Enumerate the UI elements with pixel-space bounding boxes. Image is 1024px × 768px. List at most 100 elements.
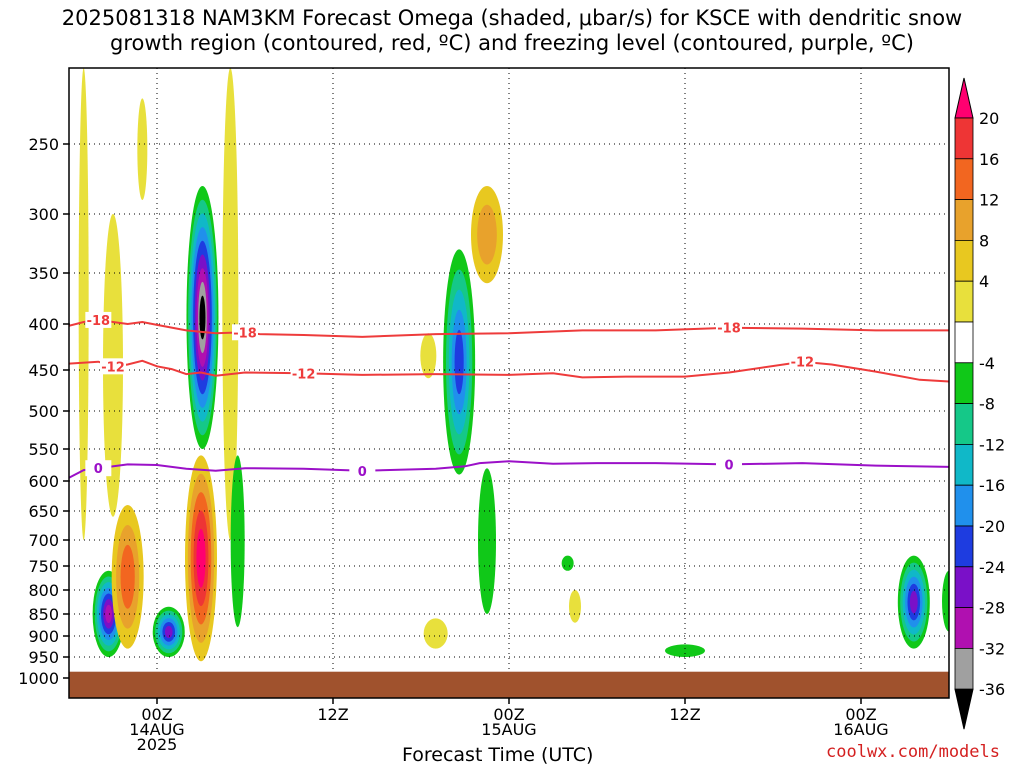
y-tick-label-750: 750 [28, 557, 59, 576]
colorbar-label: -36 [979, 680, 1005, 699]
colorbar-segment-9 [954, 484, 974, 527]
y-tick-label-300: 300 [28, 205, 59, 224]
y-tick-label-700: 700 [28, 531, 59, 550]
colorbar-bottom-arrow [954, 688, 974, 730]
x-axis-label: Forecast Time (UTC) [402, 744, 594, 766]
x-tick-year: 2025 [137, 735, 178, 754]
contour-label-bg [716, 456, 742, 473]
chart-title: 2025081318 NAM3KM Forecast Omega (shaded… [0, 6, 1024, 56]
y-tick-label-900: 900 [28, 627, 59, 646]
omega-band-6 [478, 468, 496, 614]
colorbar-segment-4 [954, 280, 974, 323]
upward-core-d-band [454, 329, 464, 395]
colorbar-label: 16 [979, 150, 999, 169]
y-axis-pressure: 250 300 350 400 450 500 550 600 650 700 750 800 850 9… [18, 135, 69, 688]
upward-core-a-band [105, 604, 112, 623]
contour-label--18: -18 [233, 326, 257, 341]
colorbar-label: -20 [979, 517, 1005, 536]
colorbar-label: -12 [979, 435, 1005, 454]
x-tick-date: 14AUG [129, 720, 184, 739]
omega-shading [78, 68, 949, 662]
omega-band-7 [561, 555, 574, 571]
colorbar-top-arrow [954, 77, 974, 119]
downward-core-b-band [120, 544, 135, 609]
contour-label-0: 0 [724, 458, 733, 473]
title-line-1: 2025081318 NAM3KM Forecast Omega (shaded… [61, 6, 963, 30]
plot-area: -18 -18 -18 -12 -12 -12 0 0 0 [69, 68, 949, 698]
colorbar-label: -24 [979, 558, 1005, 577]
temperature-contours: -18 -18 -18 -12 -12 -12 0 0 0 [69, 311, 949, 480]
colorbar-segment-8 [954, 443, 974, 486]
omega-band-8 [942, 570, 949, 632]
y-tick-label-350: 350 [28, 264, 59, 283]
y-tick-label-600: 600 [28, 472, 59, 491]
title-line-2: growth region (contoured, red, ºC) and f… [110, 31, 914, 55]
contour-label-bg [232, 324, 258, 341]
x-tick-label: 12Z [669, 705, 700, 724]
contour-label-bg [85, 460, 112, 477]
contour-label-bg [290, 365, 317, 382]
contour-label-bg [716, 319, 742, 336]
omega-band-3 [137, 98, 148, 200]
colorbar-label: -4 [979, 354, 995, 373]
omega-band-5 [230, 455, 245, 628]
omega-band-1 [78, 68, 89, 540]
omega-band-4 [420, 333, 437, 379]
contour-label--18: -18 [717, 322, 741, 337]
contour-label-bg [85, 311, 112, 328]
contour-label-0: 0 [358, 465, 367, 480]
upward-core-b-band [164, 625, 173, 638]
colorbar-segment-7 [954, 403, 974, 445]
colorbar-label: -16 [979, 476, 1005, 495]
omega-band-2 [222, 68, 239, 540]
colorbar-label: 4 [979, 272, 989, 291]
terrain-fill [69, 671, 949, 698]
colorbar-segment-6 [954, 362, 974, 404]
contour-label--12: -12 [101, 360, 125, 375]
y-tick-label-850: 850 [28, 605, 59, 624]
colorbar-segment-5 [954, 321, 974, 364]
colorbar-segment-1 [954, 158, 974, 201]
colorbar-segment-10 [954, 525, 974, 568]
x-tick-label: 00Z [493, 705, 524, 724]
omega-band-10 [423, 618, 448, 649]
y-tick-label-800: 800 [28, 581, 59, 600]
colorbar-segment-13 [954, 648, 974, 690]
y-tick-label-400: 400 [28, 315, 59, 334]
y-tick-label-550: 550 [28, 440, 59, 459]
y-tick-label-1000: 1000 [18, 669, 59, 688]
terrain-surface [69, 671, 949, 698]
y-tick-label-250: 250 [28, 135, 59, 154]
colorbar-segment-0 [954, 117, 974, 160]
y-tick-label-950: 950 [28, 648, 59, 667]
colorbar-label: 20 [979, 109, 999, 128]
upward-core-e-band [909, 590, 918, 614]
contour-label--12: -12 [292, 367, 316, 382]
contour-label-0: 0 [94, 462, 103, 477]
colorbar-label: -32 [979, 639, 1005, 658]
x-tick-label: 12Z [317, 705, 348, 724]
y-tick-label-450: 450 [28, 361, 59, 380]
downward-core-c-band [477, 204, 497, 265]
colorbar-segment-11 [954, 566, 974, 608]
contour-label-bg [349, 462, 376, 479]
colorbar-label: -8 [979, 395, 995, 414]
colorbar-label: 8 [979, 231, 989, 250]
credit-link[interactable]: coolwx.com/models [826, 742, 1000, 762]
contour-label--12: -12 [791, 356, 815, 371]
y-tick-label-500: 500 [28, 402, 59, 421]
colorbar-label: 12 [979, 191, 999, 210]
contour-label--18: -18 [87, 314, 111, 329]
contour-label-bg [789, 353, 816, 370]
x-tick-date: 16AUG [833, 720, 888, 739]
downward-core-a-band [196, 528, 206, 588]
contour-label-bg [100, 358, 126, 375]
colorbar-segment-3 [954, 239, 974, 282]
omega-band-9 [665, 644, 705, 657]
contour-line-0 [69, 460, 949, 479]
upward-core-c-band [199, 295, 206, 340]
omega-band-11 [569, 590, 581, 623]
colorbar-segment-2 [954, 199, 974, 241]
